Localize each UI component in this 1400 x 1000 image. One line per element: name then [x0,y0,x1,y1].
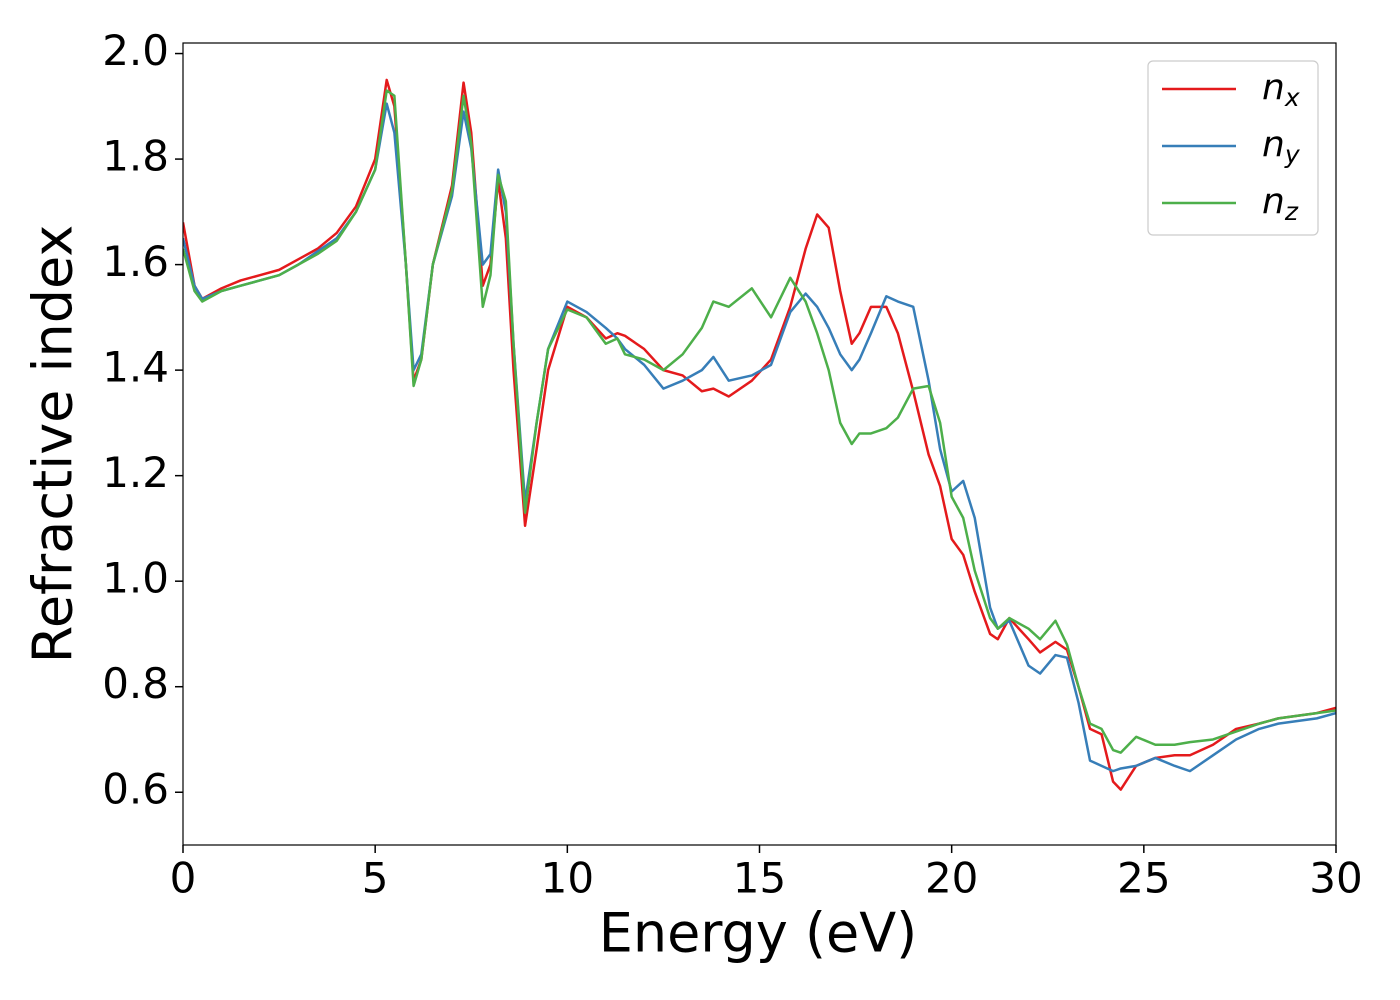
plot-frame [182,42,1337,846]
y-tick-label: 1.0 [102,554,169,603]
x-tick-label: 10 [541,854,594,903]
x-tick-label: 30 [1309,854,1362,903]
y-axis-label: Refractive index [22,225,85,664]
x-tick-label: 20 [925,854,978,903]
y-tick-label: 1.4 [102,343,169,392]
series-line [183,89,1336,754]
y-tick-label: 1.2 [102,448,169,497]
x-tick-label: 0 [170,854,197,903]
x-axis-label: Energy (eV) [599,902,918,965]
x-tick-label: 25 [1117,854,1170,903]
legend-label: ny [1262,124,1301,169]
legend-label: nz [1262,181,1299,226]
x-tick-label: 15 [733,854,786,903]
y-tick-label: 1.8 [102,132,169,181]
y-tick-label: 0.6 [102,765,169,814]
y-tick-label: 2.0 [102,26,169,75]
y-tick-label: 1.6 [102,237,169,286]
legend-box [1147,60,1319,236]
x-tick-label: 5 [362,854,389,903]
y-tick-label: 0.8 [102,659,169,708]
legend-label: nx [1262,67,1300,112]
series-line [183,102,1336,773]
